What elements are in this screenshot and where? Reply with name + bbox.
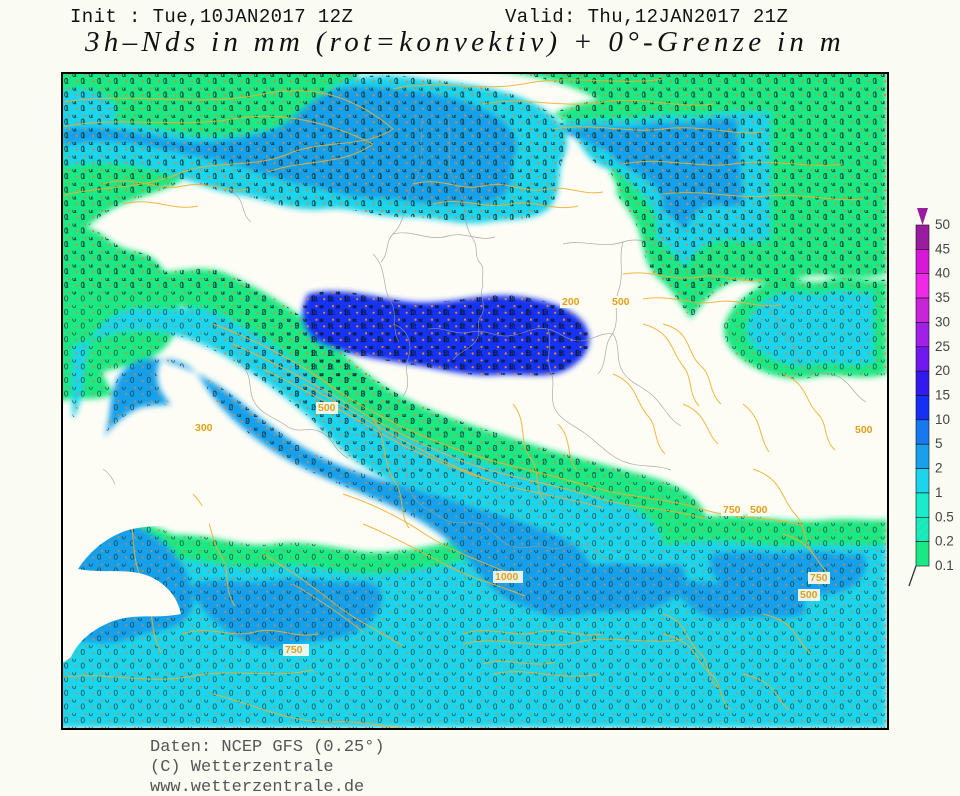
svg-text:45: 45 (935, 241, 950, 256)
svg-text:1: 1 (935, 485, 943, 500)
svg-text:0.5: 0.5 (935, 509, 954, 524)
svg-text:5: 5 (935, 436, 943, 451)
svg-text:40: 40 (935, 266, 950, 281)
svg-text:35: 35 (935, 290, 950, 305)
svg-text:25: 25 (935, 339, 950, 354)
svg-text:0.2: 0.2 (935, 534, 954, 549)
svg-text:50: 50 (935, 217, 950, 232)
svg-text:15: 15 (935, 388, 950, 403)
svg-text:20: 20 (935, 363, 950, 378)
svg-text:30: 30 (935, 314, 950, 329)
svg-text:10: 10 (935, 412, 950, 427)
svg-text:0.1: 0.1 (935, 558, 954, 573)
svg-text:2: 2 (935, 461, 943, 476)
